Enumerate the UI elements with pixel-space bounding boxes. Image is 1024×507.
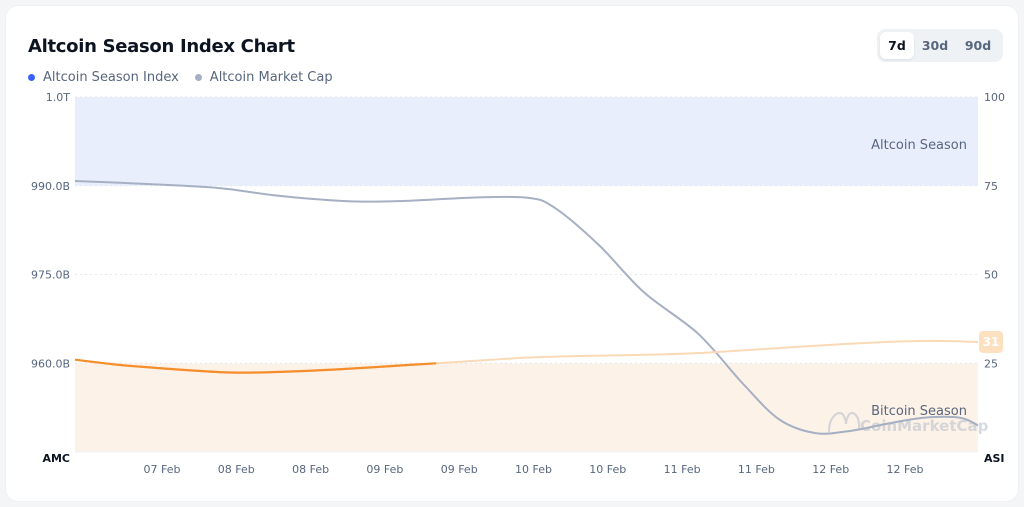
x-axis-tick-label: 12 Feb	[887, 463, 924, 476]
x-axis-tick-label: 07 Feb	[144, 463, 181, 476]
x-axis-tick-label: 08 Feb	[218, 463, 255, 476]
legend-item-altcoin-season-index[interactable]: Altcoin Season Index	[28, 70, 179, 85]
x-axis-tick-label: 11 Feb	[738, 463, 775, 476]
right-axis-tick-label: 25	[984, 357, 998, 370]
legend-dot-icon	[194, 74, 202, 81]
x-axis-tick-label: 08 Feb	[292, 463, 329, 476]
last-value-badge	[979, 330, 1003, 353]
x-axis-tick-label: 12 Feb	[812, 463, 849, 476]
series-line-altcoin-season-index-highlight	[74, 358, 437, 374]
watermark: CoinMarketCap	[827, 411, 989, 435]
left-axis-label: AMC	[42, 452, 70, 465]
bitcoin-season-label: Bitcoin Season	[871, 404, 967, 419]
series-line-altcoin-market-cap	[74, 180, 979, 435]
watermark-text: CoinMarketCap	[860, 417, 989, 435]
x-axis-tick-label: 10 Feb	[589, 463, 626, 476]
range-button-7d[interactable]: 7d	[880, 32, 914, 59]
bitcoin-season-zone	[75, 363, 978, 452]
right-axis-tick-label: 50	[984, 269, 998, 282]
legend-item-altcoin-market-cap[interactable]: Altcoin Market Cap	[194, 70, 333, 85]
right-axis-label: ASI	[984, 452, 1005, 465]
left-axis-tick-label: 960.0B	[31, 357, 70, 370]
altcoin-season-label: Altcoin Season	[871, 138, 967, 153]
last-value-label: 31	[983, 335, 1000, 349]
left-axis-tick-label: 1.0T	[46, 91, 70, 104]
right-axis-tick-label: 100	[984, 91, 1005, 104]
time-range-toggle: 7d 30d 90d	[877, 29, 1003, 62]
range-button-30d[interactable]: 30d	[921, 38, 949, 53]
chart-legend: Altcoin Season Index Altcoin Market Cap	[28, 70, 333, 85]
legend-dot-icon	[28, 74, 35, 81]
range-button-90d[interactable]: 90d	[964, 38, 992, 53]
left-axis-tick-label: 990.0B	[31, 180, 70, 193]
coinmarketcap-logo-icon	[827, 411, 861, 433]
legend-label: Altcoin Market Cap	[209, 70, 333, 85]
x-axis-tick-label: 09 Feb	[441, 463, 478, 476]
chart-title: Altcoin Season Index Chart	[28, 36, 295, 57]
left-axis-tick-label: 975.0B	[31, 269, 70, 282]
right-axis-tick-label: 75	[984, 180, 998, 193]
x-axis-tick-label: 11 Feb	[664, 463, 701, 476]
x-axis-tick-label: 09 Feb	[366, 463, 403, 476]
legend-label: Altcoin Season Index	[43, 70, 179, 85]
x-axis-tick-label: 10 Feb	[515, 463, 552, 476]
altcoin-season-zone	[75, 97, 978, 186]
